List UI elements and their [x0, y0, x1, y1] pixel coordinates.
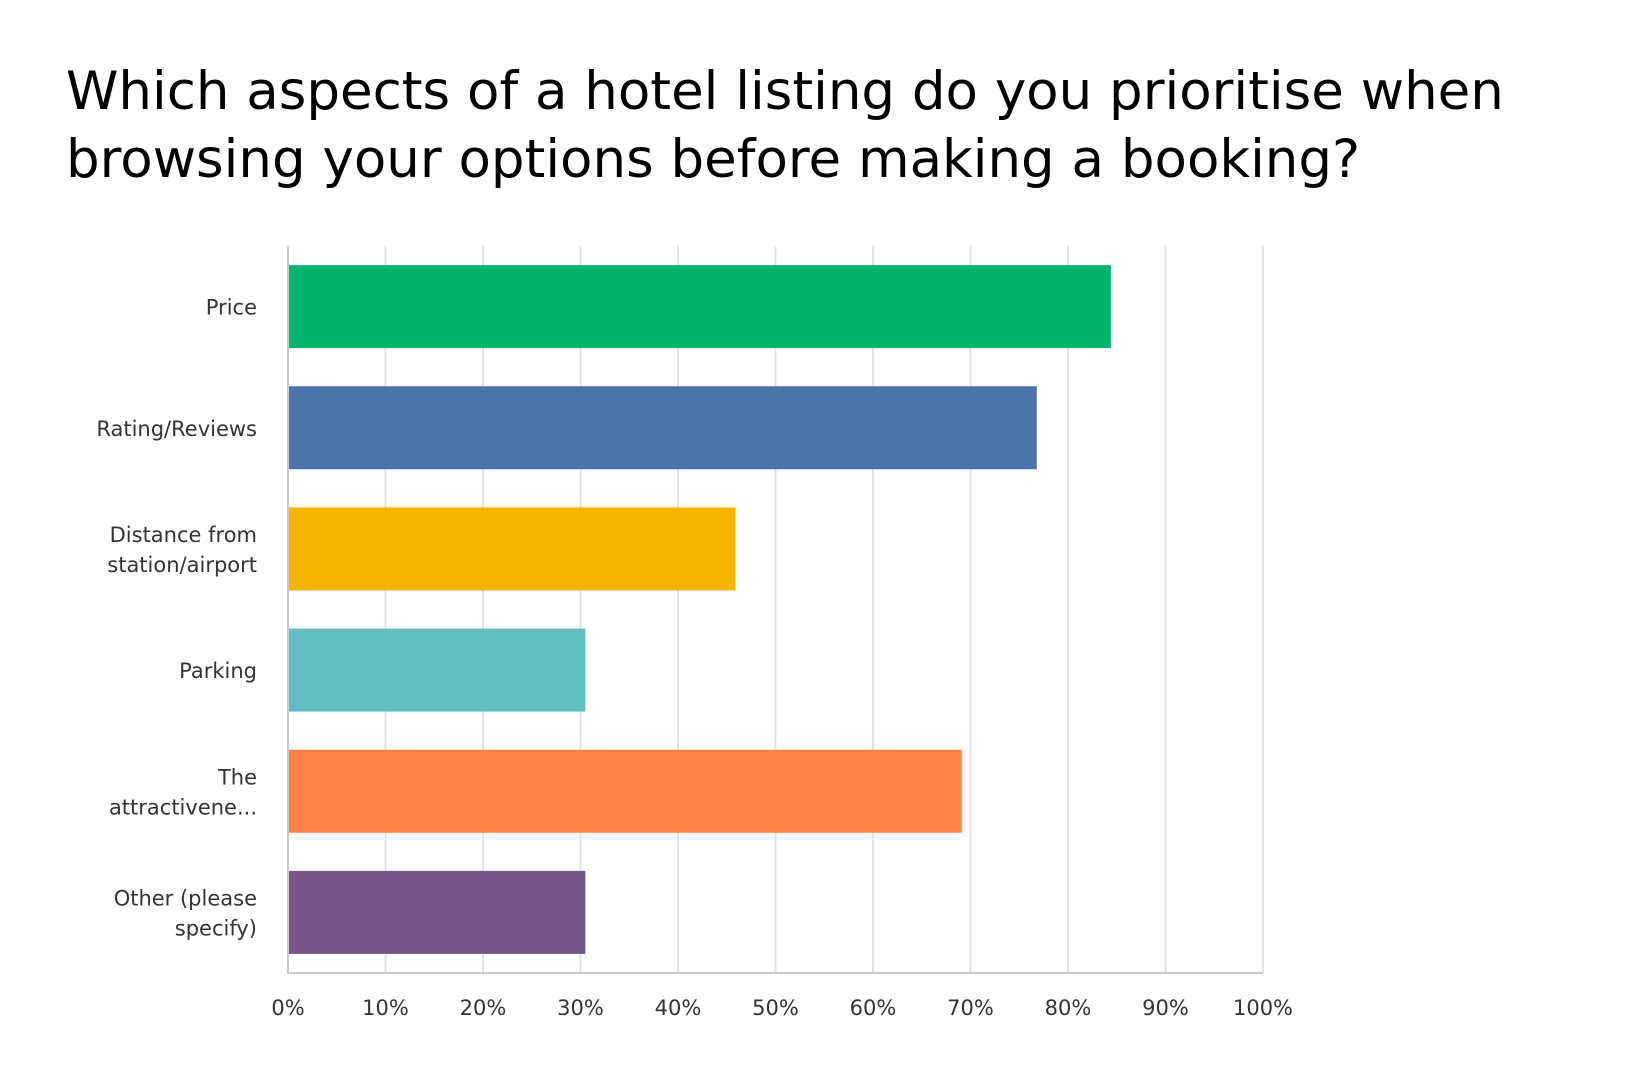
x-tick-label: 80% [1045, 996, 1092, 1020]
category-label: specify) [175, 916, 257, 940]
x-tick-label: 50% [752, 996, 799, 1020]
x-tick-label: 60% [850, 996, 897, 1020]
category-label: Distance from [110, 523, 257, 547]
bar [289, 749, 962, 833]
x-tick-label: 20% [460, 996, 507, 1020]
category-label: station/airport [107, 553, 257, 577]
bar [289, 386, 1037, 470]
bar [289, 628, 586, 712]
bar [289, 507, 736, 591]
x-tick-label: 0% [271, 996, 304, 1020]
category-label: The [217, 765, 257, 789]
bar [289, 870, 586, 954]
x-tick-label: 100% [1233, 996, 1293, 1020]
x-tick-label: 90% [1142, 996, 1189, 1020]
x-tick-label: 40% [655, 996, 702, 1020]
category-label: attractivene... [109, 795, 257, 819]
category-label: Parking [179, 659, 257, 683]
x-tick-label: 30% [557, 996, 604, 1020]
bar [289, 265, 1111, 349]
x-tick-label: 10% [362, 996, 409, 1020]
category-label: Other (please [114, 886, 257, 910]
x-tick-label: 70% [947, 996, 994, 1020]
category-label: Price [206, 296, 257, 320]
chart-title: Which aspects of a hotel listing do you … [66, 61, 1504, 190]
category-label: Rating/Reviews [96, 417, 257, 441]
